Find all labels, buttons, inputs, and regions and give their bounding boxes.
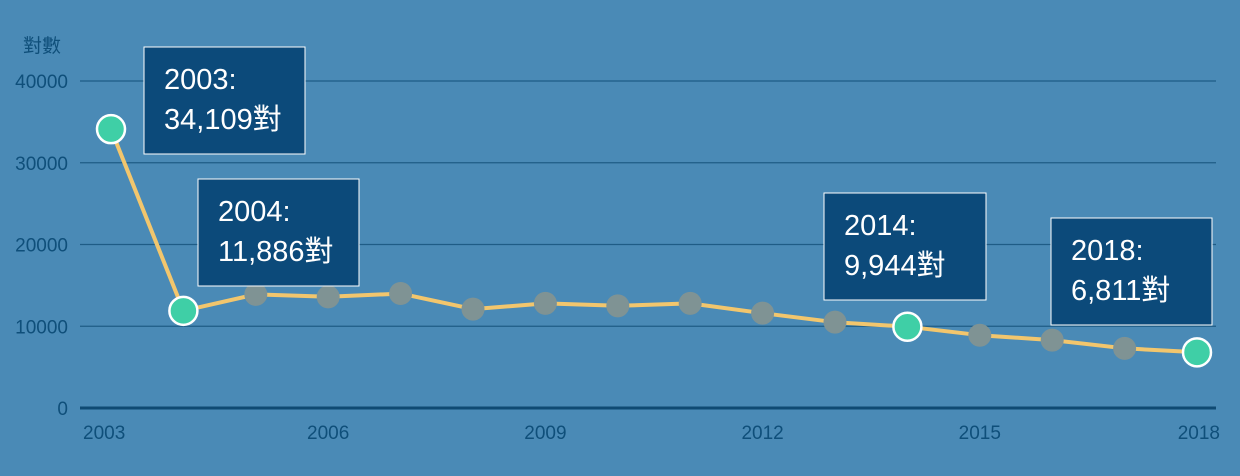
series-line	[109, 127, 1199, 355]
data-point-2012	[751, 301, 775, 325]
x-tick-label-2018: 2018	[1178, 423, 1220, 444]
y-tick-label-30000: 30000	[15, 154, 68, 175]
callout-value-2003: 34,109對	[164, 103, 282, 136]
x-tick-label-2009: 2009	[524, 423, 566, 444]
y-axis-unit-label: 對數	[23, 35, 61, 57]
data-point-2016	[1040, 328, 1064, 352]
y-tick-label-40000: 40000	[15, 72, 68, 93]
callout-year-2004: 2004:	[218, 196, 291, 228]
data-point-2008	[461, 297, 485, 321]
callouts: 2003: 34,109對 2004: 11,886對 2014: 9,944對 2018:…	[143, 46, 1213, 326]
data-point-2007	[389, 282, 413, 306]
data-point-2017	[1113, 336, 1137, 360]
callout-2014: 2014: 9,944對	[823, 192, 987, 301]
callout-value-2004: 11,886對	[218, 235, 334, 268]
highlight-point-2004	[168, 295, 199, 327]
callout-year-2014: 2014:	[844, 210, 917, 242]
x-tick-label-2006: 2006	[307, 423, 349, 444]
callout-value-2014: 9,944對	[844, 249, 946, 282]
data-point-2013	[823, 310, 847, 334]
data-point-2009	[533, 291, 557, 315]
callout-2004: 2004: 11,886對	[197, 178, 360, 287]
data-points	[95, 113, 1213, 368]
highlight-point-2018	[1181, 337, 1213, 368]
callout-box-2003	[143, 46, 306, 155]
callout-2018: 2018: 6,811對	[1050, 217, 1213, 326]
data-point-2015	[968, 323, 992, 347]
x-tick-label-2012: 2012	[741, 423, 783, 444]
y-tick-label-10000: 10000	[15, 317, 68, 338]
callout-box-2014	[823, 192, 987, 301]
y-axis-ticks: 0 10000 20000 30000 40000	[15, 72, 68, 420]
y-tick-label-0: 0	[57, 399, 68, 420]
callout-box-2004	[197, 178, 360, 287]
x-axis-ticks: 2003 2006 2009 2012 2015 2018	[83, 423, 1220, 444]
y-tick-label-20000: 20000	[15, 236, 68, 257]
data-point-2010	[606, 294, 630, 318]
callout-value-2018: 6,811對	[1071, 274, 1170, 307]
callout-box-2018	[1050, 217, 1213, 326]
x-tick-label-2003: 2003	[83, 423, 125, 444]
data-point-2011	[678, 291, 702, 315]
highlight-point-2003	[95, 113, 127, 145]
data-point-2006	[316, 285, 340, 309]
data-point-2005	[244, 282, 268, 306]
callout-2003: 2003: 34,109對	[143, 46, 306, 155]
callout-year-2003: 2003:	[164, 64, 237, 96]
x-tick-label-2015: 2015	[959, 423, 1001, 444]
highlight-point-2014	[892, 311, 923, 342]
callout-year-2018: 2018:	[1071, 235, 1144, 267]
